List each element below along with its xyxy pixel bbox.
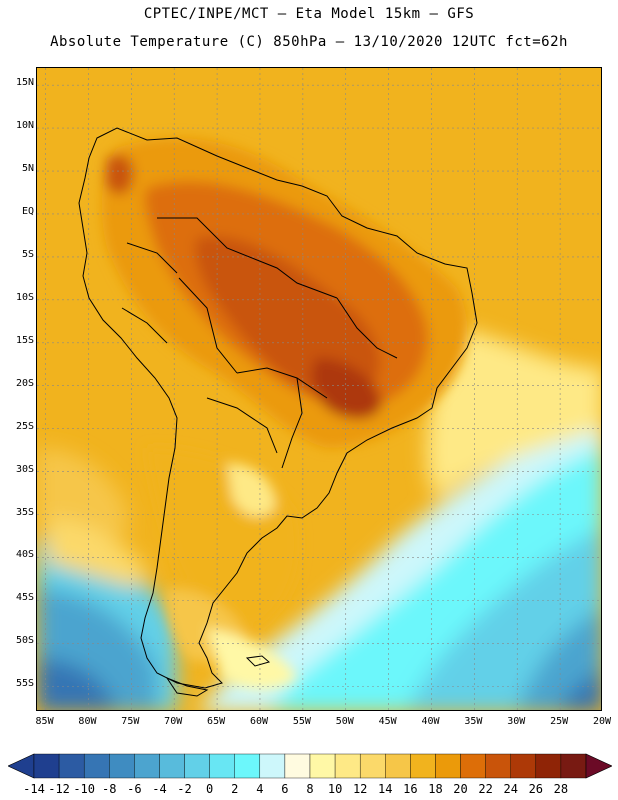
colorbar-tick-label: 16 [403, 782, 418, 796]
colorbar-tick-label: 0 [206, 782, 214, 796]
colorbar-tick-label: 4 [256, 782, 264, 796]
lon-label: 40W [421, 716, 440, 727]
lat-label: 5S [21, 248, 34, 260]
colorbar-tick-label: -8 [102, 782, 117, 796]
colorbar-tick-label: 20 [453, 782, 468, 796]
lat-label: 5N [21, 163, 34, 175]
colorbar-swatch [485, 753, 511, 779]
colorbar [8, 753, 612, 779]
colorbar-swatch [334, 753, 361, 779]
colorbar-tick-label: 6 [281, 782, 289, 796]
lon-label: 55W [292, 716, 311, 727]
temperature-map [37, 68, 601, 710]
colorbar-swatch [184, 753, 210, 779]
colorbar-swatch [510, 753, 537, 779]
colorbar-swatch [159, 753, 185, 779]
map-title: CPTEC/INPE/MCT – Eta Model 15km – GFS [143, 6, 475, 22]
lon-label: 65W [207, 716, 226, 727]
lat-label: 30S [15, 463, 34, 475]
lat-label: 35S [15, 506, 34, 518]
map-panel [36, 67, 602, 711]
lat-label: 55S [15, 678, 34, 690]
lon-label: 45W [378, 716, 397, 727]
lon-label: 20W [592, 716, 612, 727]
lat-label: 10N [15, 120, 34, 132]
colorbar-swatch [259, 753, 286, 779]
lon-label: 50W [335, 716, 354, 727]
lat-label: EQ [21, 205, 34, 217]
colorbar-tick-label: -14 [23, 782, 45, 796]
colorbar-swatch [410, 753, 436, 779]
colorbar-swatch [134, 753, 160, 779]
colorbar-tick-label: 8 [306, 782, 314, 796]
lon-label: 25W [550, 716, 569, 727]
colorbar-tick-label: 18 [428, 782, 443, 796]
colorbar-tick-label: 2 [231, 782, 239, 796]
colorbar-swatch [535, 753, 562, 779]
lat-label: 40S [15, 549, 34, 561]
lon-label: 85W [35, 716, 54, 727]
colorbar-tick-label: 24 [503, 782, 518, 796]
colorbar-tick-label: -10 [73, 782, 96, 796]
lon-label: 60W [249, 716, 268, 727]
grid-lines [37, 68, 601, 710]
colorbar-swatch [309, 753, 336, 779]
colorbar-tick-label: -12 [48, 782, 70, 796]
lat-label: 15S [15, 334, 34, 346]
colorbar-tick-label: 28 [553, 782, 569, 796]
colorbar-tick-label: 26 [528, 782, 544, 796]
colorbar-swatch [284, 753, 311, 779]
map-subtitle: Absolute Temperature (C) 850hPa – 13/10/… [50, 34, 568, 50]
lon-label: 30W [507, 716, 526, 727]
lat-label: 45S [15, 592, 34, 604]
colorbar-swatch [209, 753, 235, 779]
coastline [78, 127, 478, 697]
colorbar-swatch [560, 753, 587, 779]
lon-label: 80W [78, 716, 97, 727]
lat-label: 50S [15, 635, 34, 647]
colorbar-tick-label: -6 [127, 782, 142, 796]
colorbar-over-arrow [585, 753, 612, 779]
colorbar-tick-label: -2 [177, 782, 192, 796]
colorbar-swatch [385, 753, 411, 779]
colorbar-tick-label: -4 [152, 782, 167, 796]
colorbar-swatch [83, 753, 110, 779]
colorbar-swatch [58, 753, 85, 779]
colorbar-swatch [460, 753, 486, 779]
lat-label: 15N [15, 77, 34, 89]
colorbar-under-arrow [8, 753, 35, 779]
lat-label: 10S [15, 291, 34, 303]
lon-label: 75W [121, 716, 140, 727]
colorbar-swatch [33, 753, 60, 779]
colorbar-swatch [234, 753, 261, 779]
colorbar-swatch [109, 753, 135, 779]
lat-label: 20S [15, 377, 34, 389]
lon-label: 70W [164, 716, 183, 727]
lat-label: 25S [15, 420, 34, 432]
colorbar-tick-label: 12 [352, 782, 368, 796]
colorbar-swatch [435, 753, 461, 779]
colorbar-swatch [359, 753, 386, 779]
colorbar-tick-label: 22 [478, 782, 493, 796]
lon-label: 35W [464, 716, 483, 727]
colorbar-tick-label: 14 [378, 782, 393, 796]
colorbar-tick-label: 10 [327, 782, 343, 796]
